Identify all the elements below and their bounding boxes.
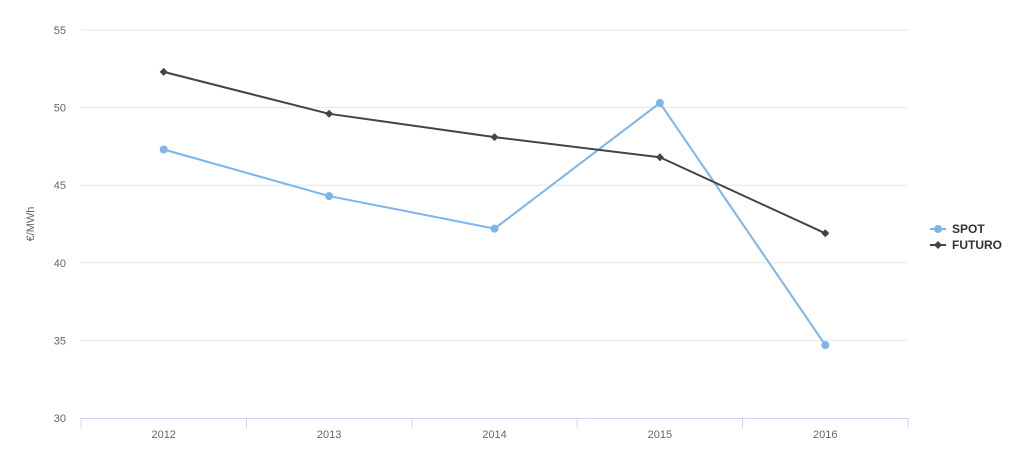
y-tick-label: 35 bbox=[54, 335, 66, 347]
data-point[interactable] bbox=[325, 109, 334, 118]
data-point[interactable] bbox=[655, 153, 664, 162]
series-futuro bbox=[159, 67, 830, 238]
data-point[interactable] bbox=[490, 133, 499, 142]
x-tick-label: 2014 bbox=[482, 429, 506, 441]
legend-label: SPOT bbox=[952, 222, 985, 236]
grid-lines bbox=[81, 29, 908, 341]
legend-item-spot[interactable]: SPOT bbox=[930, 222, 985, 236]
data-point[interactable] bbox=[821, 229, 830, 238]
data-point[interactable] bbox=[325, 192, 334, 201]
y-axis: 30 35 40 45 50 55 bbox=[54, 25, 66, 425]
y-tick-label: 50 bbox=[54, 103, 66, 115]
series-group bbox=[159, 67, 830, 350]
data-point[interactable] bbox=[159, 145, 168, 154]
y-tick-label: 45 bbox=[54, 180, 66, 192]
x-axis: 2012 2013 2014 2015 2016 bbox=[80, 418, 909, 441]
legend-marker bbox=[934, 241, 942, 249]
legend-label: FUTURO bbox=[952, 238, 1002, 252]
data-point[interactable] bbox=[655, 98, 664, 107]
y-tick-label: 40 bbox=[54, 258, 66, 270]
legend-item-futuro[interactable]: FUTURO bbox=[930, 238, 1002, 252]
x-tick-label: 2015 bbox=[648, 429, 672, 441]
data-point[interactable] bbox=[821, 341, 830, 350]
y-axis-title: €/MWh bbox=[25, 207, 37, 242]
legend-marker bbox=[934, 225, 942, 233]
series-line bbox=[162, 70, 827, 235]
x-tick-label: 2016 bbox=[813, 429, 837, 441]
x-tick-label: 2012 bbox=[151, 429, 175, 441]
y-tick-label: 30 bbox=[54, 413, 66, 425]
y-tick-label: 55 bbox=[54, 25, 66, 37]
legend[interactable]: SPOT FUTURO bbox=[930, 222, 1002, 252]
data-point[interactable] bbox=[490, 224, 499, 233]
data-point[interactable] bbox=[159, 67, 168, 76]
x-tick-label: 2013 bbox=[317, 429, 341, 441]
